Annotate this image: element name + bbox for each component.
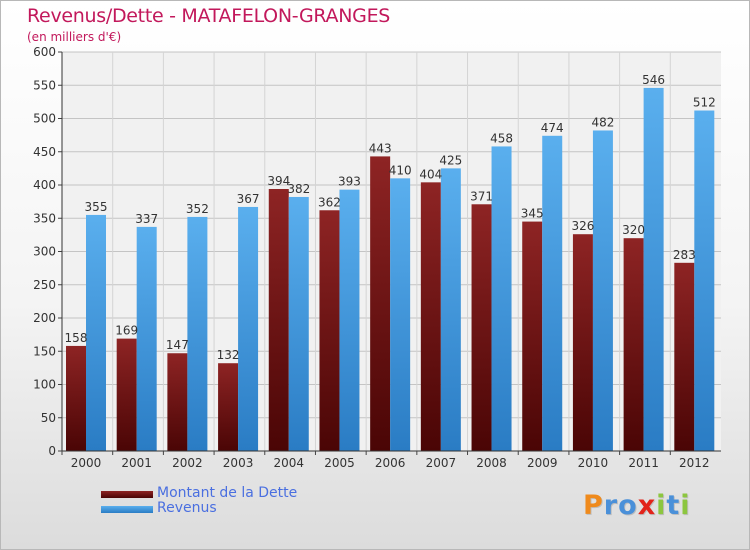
- legend-swatch-debt: [101, 491, 153, 498]
- bar-debt: [116, 338, 137, 451]
- bar-revenue: [592, 130, 613, 451]
- x-axis: 2000 2001 2002 2003 2004 2005 2006 2007 2008 2009…: [61, 52, 721, 470]
- data-label-revenue: 458: [490, 131, 513, 145]
- bar-revenue: [390, 178, 411, 451]
- x-tick-label: 2006: [375, 456, 406, 470]
- y-tick-label: 200: [33, 311, 56, 325]
- logo-letter: i: [656, 490, 667, 521]
- x-tick-label: 2001: [121, 456, 152, 470]
- bar-debt: [572, 234, 593, 451]
- x-tick-label: 2000: [71, 456, 102, 470]
- bar-revenue: [643, 87, 664, 451]
- logo-letter: i: [680, 490, 691, 521]
- logo-letter: o: [618, 490, 638, 521]
- proxiti-logo: Proxiti: [583, 490, 691, 521]
- data-label-debt: 283: [673, 248, 696, 262]
- bar-revenue: [238, 206, 259, 451]
- bar-debt: [420, 182, 441, 451]
- bar-revenue: [86, 214, 106, 451]
- data-label-revenue: 425: [439, 153, 462, 167]
- bar-debt: [268, 188, 289, 452]
- data-label-debt: 371: [470, 189, 493, 203]
- data-label-revenue: 382: [287, 182, 310, 196]
- bar-debt: [522, 221, 543, 451]
- data-label-debt: 147: [166, 338, 189, 352]
- data-label-revenue: 512: [693, 96, 716, 110]
- y-tick-label: 50: [41, 411, 56, 425]
- bar-debt: [167, 353, 188, 451]
- bar-revenue: [542, 135, 563, 452]
- x-tick-label: 2003: [223, 456, 254, 470]
- y-tick-label: 250: [33, 278, 56, 292]
- data-label-revenue: 410: [389, 163, 412, 177]
- bar-revenue: [694, 110, 715, 452]
- legend-swatch-revenue: [101, 506, 153, 513]
- data-label-revenue: 474: [541, 121, 564, 135]
- y-axis: 0 50 100 150 200 250 300 350 400 450 500 550 600: [33, 45, 62, 458]
- data-label-debt: 404: [419, 167, 442, 181]
- bar-debt: [674, 262, 695, 451]
- x-tick-label: 2009: [527, 456, 558, 470]
- bar-revenue: [339, 189, 360, 451]
- data-label-revenue: 355: [85, 200, 108, 214]
- bars: [66, 87, 715, 452]
- y-tick-label: 550: [33, 78, 56, 92]
- bar-debt: [370, 156, 391, 451]
- bar-debt: [471, 204, 492, 451]
- x-tick-label: 2008: [476, 456, 507, 470]
- data-label-debt: 132: [217, 348, 240, 362]
- bar-revenue: [491, 146, 512, 451]
- x-tick-label: 2010: [578, 456, 609, 470]
- y-tick-label: 400: [33, 178, 56, 192]
- x-tick-label: 2004: [273, 456, 304, 470]
- x-tick-label: 2011: [628, 456, 659, 470]
- bar-debt: [218, 363, 239, 451]
- x-tick-label: 2007: [426, 456, 457, 470]
- y-tick-label: 300: [33, 245, 56, 259]
- logo-letter: x: [637, 490, 657, 521]
- x-tick-label: 2002: [172, 456, 203, 470]
- data-label-debt: 345: [521, 207, 544, 221]
- data-label-debt: 320: [622, 223, 645, 237]
- data-label-debt: 394: [267, 174, 290, 188]
- data-label-revenue: 367: [237, 192, 260, 206]
- y-tick-label: 500: [33, 112, 56, 126]
- y-tick-label: 350: [33, 211, 56, 225]
- data-label-revenue: 352: [186, 202, 209, 216]
- bar-debt: [66, 345, 86, 451]
- data-label-debt: 326: [571, 219, 594, 233]
- x-tick-label: 2005: [324, 456, 355, 470]
- data-label-revenue: 482: [591, 115, 614, 129]
- y-tick-label: 100: [33, 378, 56, 392]
- bar-revenue: [187, 216, 208, 451]
- bar-debt: [319, 210, 340, 451]
- data-label-debt: 169: [115, 324, 138, 338]
- y-tick-label: 600: [33, 45, 56, 59]
- data-label-debt: 443: [369, 141, 392, 155]
- bar-revenue: [440, 168, 461, 451]
- legend-label-debt: Montant de la Dette: [157, 485, 298, 501]
- data-label-revenue: 546: [642, 73, 665, 87]
- data-label-debt: 158: [65, 331, 88, 345]
- data-label-revenue: 393: [338, 175, 361, 189]
- data-label-debt: 362: [318, 195, 341, 209]
- bar-revenue: [288, 196, 309, 451]
- logo-letter: t: [666, 490, 681, 521]
- data-labels: 158 169 147 132 394 362 443 404 371 345 326 320 283 3…: [65, 73, 716, 362]
- y-tick-label: 150: [33, 344, 56, 358]
- logo-letter: P: [583, 490, 604, 521]
- chart-subtitle: (en milliers d'€): [27, 30, 122, 44]
- y-tick-label: 0: [48, 444, 56, 458]
- chart-title: Revenus/Dette - MATAFELON-GRANGES: [27, 5, 391, 27]
- y-tick-label: 450: [33, 145, 56, 159]
- logo-letter: r: [603, 490, 619, 521]
- legend-label-revenue: Revenus: [157, 500, 217, 516]
- data-label-revenue: 337: [135, 212, 158, 226]
- x-tick-label: 2012: [679, 456, 710, 470]
- bar-debt: [623, 238, 644, 451]
- bar-revenue: [136, 226, 157, 451]
